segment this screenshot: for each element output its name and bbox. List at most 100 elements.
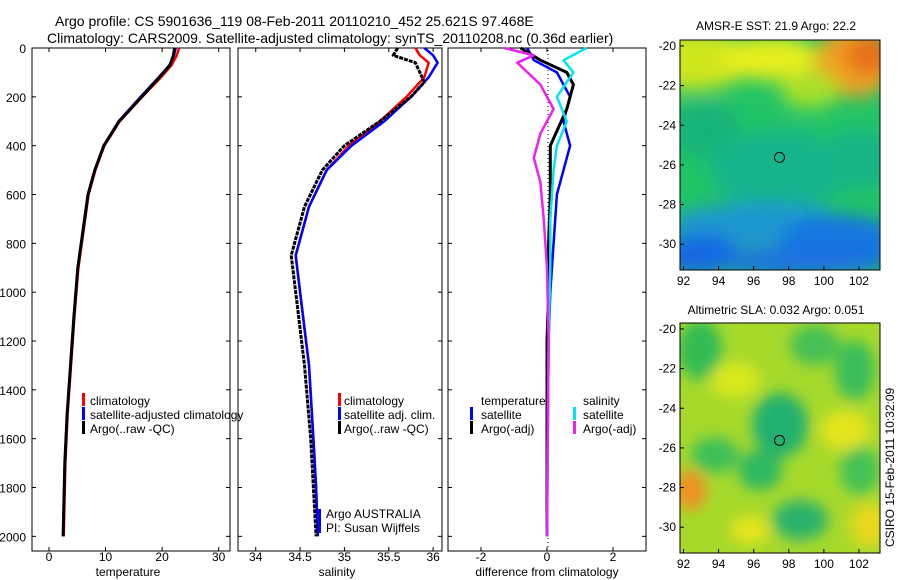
legend-label-climatology: climatology [90,394,150,408]
sst-warm-patch [780,72,840,108]
legend-label-argo: Argo(..raw -QC) [90,422,175,436]
depth-tick-label: 400 [6,140,26,154]
legend-swatch-argo [338,421,341,434]
lon-tick-label: 98 [782,557,796,571]
depth-tick-label: 1600 [0,433,26,447]
sla-high-patch [730,516,770,544]
depth-tick-label: 600 [6,189,26,203]
lat-tick-label: -20 [659,39,677,53]
sst-map-title: AMSR-E SST: 21.9 Argo: 22.2 [696,19,856,33]
lon-tick-label: 96 [747,557,761,571]
depth-tick-label: 800 [6,237,26,251]
salinity-legend: climatology satellite adj. clim. Argo(..… [338,393,435,436]
x-tick-label: 34.5 [288,550,312,564]
depth-axis: 0 200 400 600 800 1000 1200 1400 1600 1800 2000 [0,42,646,544]
figure-title-line1: Argo profile: CS 5901636_119 08-Feb-2011… [55,13,534,29]
series-line-satellite-adj-clim [294,47,439,537]
lon-tick-label: 100 [814,274,834,288]
x-tick-label: 34 [249,550,263,564]
x-tick-label: 30 [212,550,226,564]
depth-tick-label: 1800 [0,482,26,496]
lon-tick-label: 94 [712,557,726,571]
legend-swatch-climatology [338,393,341,406]
sla-low-patch [680,323,722,380]
lon-tick-label: 94 [712,274,726,288]
depth-tick-label: 0 [19,42,26,56]
sla-low-patch [691,437,739,473]
temperature-legend: climatology satellite-adjusted climatolo… [82,393,243,436]
lat-tick-label: -22 [659,79,677,93]
legend-swatch-temp-satellite [470,407,473,420]
series-line-climatology [62,47,181,537]
argo-position-marker [774,434,785,446]
annotation-line2: PI: Susan Wijffels [326,521,420,535]
annotation-marker [318,521,321,533]
sla-heatmap-field [680,323,880,553]
x-tick-label: 36 [426,550,440,564]
sst-map-frame [679,39,881,271]
difference-legend: temperature satellite Argo(-adj) salinit… [470,394,636,436]
series-line-temperature-argo-adj [519,46,575,537]
legend-label-climatology: climatology [344,394,404,408]
difference-xlabel: difference from climatology [475,565,618,579]
temperature-plot: temperature climatology satellite-adjust… [46,47,243,579]
series-line-salinity-satellite [545,46,588,537]
lat-tick-label: -26 [659,441,677,455]
sla-high-patch [820,410,870,450]
series-line-argo-raw-qc [289,47,426,537]
x-tick-label: 35.5 [377,550,401,564]
x-tick-label: 2 [610,550,617,564]
sla-low-patch [840,445,880,495]
lat-tick-label: -30 [659,520,677,534]
sst-heatmap-field [680,40,880,270]
series-line-argo-raw-qc [61,47,177,537]
salinity-plot: salinity climatology satellite adj. clim… [249,47,440,579]
sla-map-title: Altimetric SLA: 0.032 Argo: 0.051 [688,303,865,317]
lat-tick-label: -24 [659,118,677,132]
lon-tick-label: 100 [814,557,834,571]
sst-mid-patch [825,130,880,190]
sst-warm-patch [845,40,880,75]
temperature-plot-frame [31,47,231,552]
sst-cool-patch [710,248,880,270]
x-tick-label: 0 [544,550,551,564]
sla-low-patch [835,340,875,400]
lon-tick-label: 102 [849,274,869,288]
annotation-marker [318,509,321,521]
legend-label-temp-argo: Argo(-adj) [481,422,534,436]
depth-tick-label: 1200 [0,335,26,349]
legend-swatch-argo [82,421,85,434]
legend-label-argo: Argo(..raw -QC) [344,422,429,436]
sla-high-patch [680,470,706,510]
annotation-line1: Argo AUSTRALIA [326,507,421,521]
x-tick-label: 0 [46,550,53,564]
sla-low-patch [772,500,828,540]
argo-position-marker [774,151,785,163]
legend-swatch-sal-satellite [573,407,576,420]
legend-label-sal-argo: Argo(-adj) [583,422,636,436]
sla-low-patch [738,450,782,490]
x-tick-label: 35 [338,550,352,564]
lon-tick-label: 92 [677,274,691,288]
depth-tick-label: 200 [6,91,26,105]
depth-tick-label: 1400 [0,384,26,398]
lat-tick-label: -28 [659,481,677,495]
lat-tick-label: -20 [659,322,677,336]
lat-tick-label: -26 [659,158,677,172]
legend-label-satellite-adj: satellite adj. clim. [344,408,435,422]
temperature-xlabel: temperature [96,565,161,579]
lat-tick-label: -28 [659,198,677,212]
salinity-plot-frame [237,47,443,552]
lon-tick-label: 102 [849,557,869,571]
legend-swatch-satellite-adj [338,407,341,420]
sst-mid-patch [710,130,850,210]
legend-group-temperature: temperature [481,394,546,408]
depth-tick-label: 2000 [0,530,26,544]
salinity-xlabel: salinity [319,565,356,579]
legend-label-temp-satellite: satellite [481,408,522,422]
x-tick-label: 10 [99,550,113,564]
legend-swatch-temp-argo [470,421,473,434]
sla-map-frame [679,322,881,554]
sst-warm-patch [720,40,820,80]
